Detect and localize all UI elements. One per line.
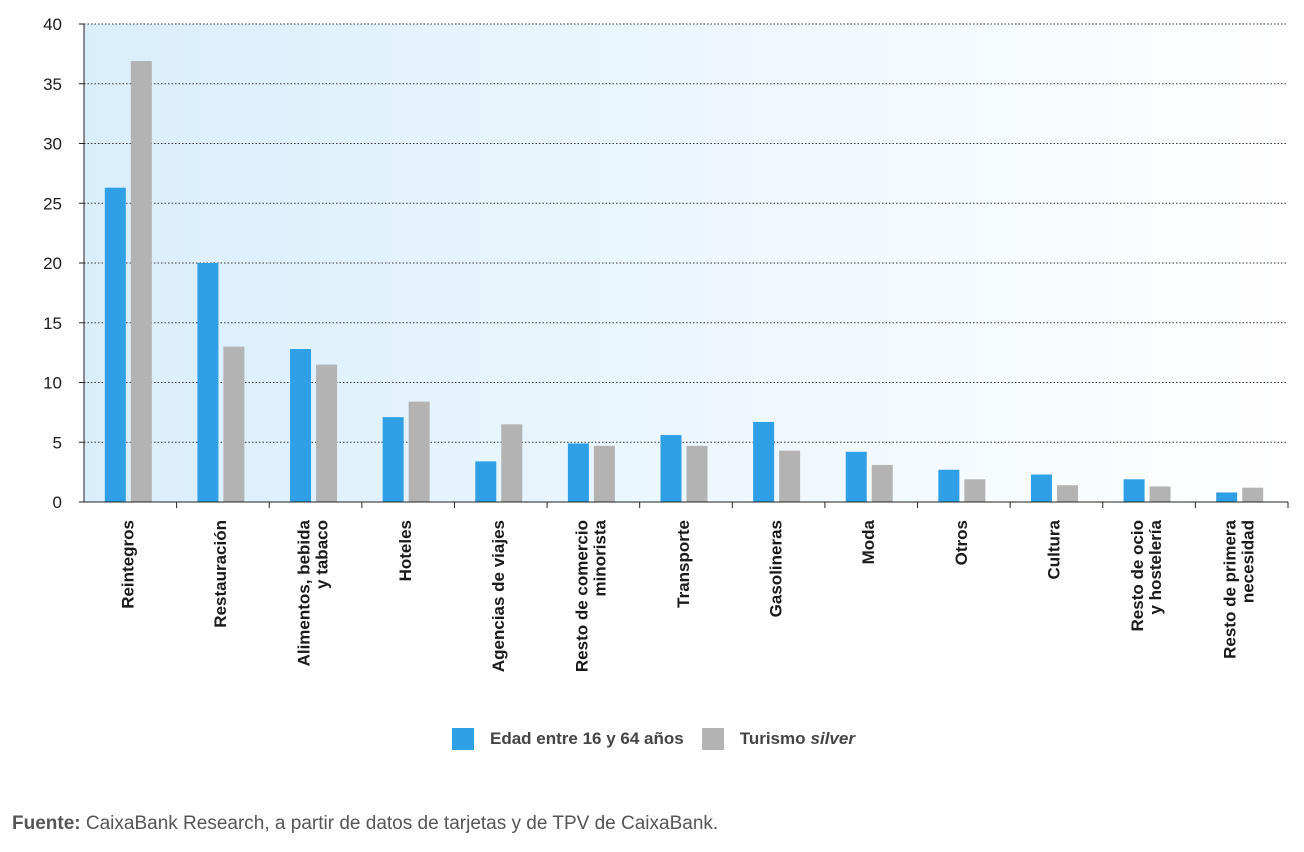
- category-label-line: Resto de primera: [1221, 519, 1240, 658]
- category-label: Alimentos, bebida y tabaco: [295, 519, 332, 666]
- category-label-line: Reintegros: [118, 520, 137, 609]
- category-label-line: y hostelería: [1146, 519, 1165, 614]
- bar-series2: [686, 445, 708, 502]
- legend-label-series2-italic: silver: [810, 729, 855, 748]
- gridlines: [84, 23, 1288, 443]
- category-label-line: Otros: [952, 520, 971, 565]
- bar-series2: [130, 61, 152, 503]
- bar-series1: [1216, 492, 1238, 502]
- category-label-line: y tabaco: [313, 520, 332, 589]
- category-label-line: Resto de ocio: [1128, 520, 1147, 631]
- category-label: Reintegros: [118, 520, 137, 609]
- bar-series2: [408, 401, 430, 502]
- category-label: Cultura: [1044, 519, 1063, 579]
- bar-series1: [567, 443, 589, 502]
- bar-chart: 0 5 10 15 20 25 30 35 40 Reintegros Restauración A…: [43, 15, 1289, 672]
- bar-series1: [382, 417, 404, 502]
- category-label-line: Cultura: [1044, 519, 1063, 579]
- legend: Edad entre 16 y 64 años Turismo silver: [452, 728, 873, 750]
- source-text: CaixaBank Research, a partir de datos de…: [85, 813, 719, 834]
- y-tick-label: 25: [43, 194, 62, 213]
- y-tick-label: 40: [43, 15, 62, 34]
- category-label-line: Moda: [859, 519, 878, 564]
- category-label: Otros: [952, 520, 971, 565]
- bar-series1: [197, 263, 219, 502]
- category-labels: Reintegros Restauración Alimentos, bebida y…: [118, 519, 1257, 672]
- bar-series1: [475, 461, 497, 502]
- category-label: Restauración: [211, 520, 230, 628]
- source-note: Fuente: CaixaBank Research, a partir de …: [12, 813, 718, 835]
- category-label-line: Agencias de viajes: [489, 520, 508, 672]
- y-tick-label: 30: [43, 135, 62, 154]
- source-label: Fuente:: [12, 813, 81, 834]
- bar-series2: [316, 364, 338, 502]
- legend-label-series1: Edad entre 16 y 64 años: [490, 729, 684, 748]
- bar-series1: [845, 451, 867, 502]
- category-label: Agencias de viajes: [489, 520, 508, 672]
- y-axis-ticks: 0 5 10 15 20 25 30 35 40: [43, 15, 84, 512]
- y-tick-label: 5: [53, 433, 62, 452]
- bar-series1: [104, 187, 126, 502]
- legend-swatch-series2: [701, 728, 724, 750]
- bar-series2: [501, 424, 523, 502]
- category-label: Transporte: [674, 520, 693, 608]
- bar-series2: [593, 445, 615, 502]
- category-label: Gasolineras: [767, 520, 786, 617]
- bar-series2: [779, 450, 801, 502]
- category-label-line: Alimentos, bebida: [295, 519, 314, 666]
- bar-series1: [290, 349, 312, 502]
- bar-series1: [938, 469, 960, 502]
- bar-series1: [1030, 474, 1052, 502]
- y-tick-label: 20: [43, 254, 62, 273]
- category-label: Resto de primera necesidad: [1221, 519, 1258, 658]
- bar-series1: [1123, 479, 1145, 502]
- legend-label-series2: Turismo: [739, 729, 806, 748]
- bars: [104, 61, 1264, 503]
- category-label: Resto de ocio y hostelería: [1128, 519, 1165, 631]
- bar-series2: [1056, 485, 1078, 502]
- bar-series1: [753, 421, 775, 502]
- category-label: Resto de comercio minorista: [572, 519, 609, 672]
- bar-series2: [1242, 487, 1264, 502]
- legend-item-series2: Turismo silver: [701, 728, 855, 750]
- y-tick-label: 10: [43, 374, 62, 393]
- y-tick-label: 15: [43, 314, 62, 333]
- category-label: Moda: [859, 519, 878, 564]
- bar-series1: [660, 435, 682, 502]
- category-label-line: necesidad: [1239, 520, 1258, 603]
- bar-series2: [871, 464, 893, 502]
- bar-series2: [223, 346, 245, 502]
- category-label-line: Restauración: [211, 520, 230, 628]
- category-label-line: Transporte: [674, 520, 693, 608]
- category-label-line: minorista: [590, 519, 609, 596]
- legend-item-series1: Edad entre 16 y 64 años: [452, 728, 684, 750]
- category-label: Hoteles: [396, 520, 415, 581]
- x-axis-ticks: [176, 502, 1289, 508]
- category-label-line: Gasolineras: [767, 520, 786, 617]
- y-tick-label: 35: [43, 75, 62, 94]
- bar-series2: [964, 479, 986, 502]
- y-tick-label: 0: [53, 493, 62, 512]
- category-label-line: Hoteles: [396, 520, 415, 581]
- bar-series2: [1149, 486, 1171, 502]
- category-label-line: Resto de comercio: [572, 520, 591, 672]
- legend-swatch-series1: [452, 728, 474, 750]
